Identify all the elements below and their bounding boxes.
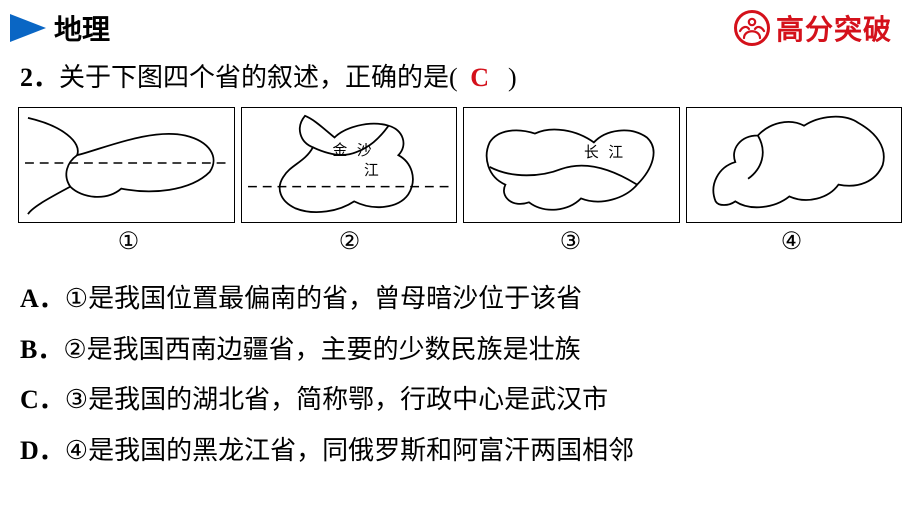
- option-letter: B．: [20, 335, 63, 364]
- option-b: B．②是我国西南边疆省，主要的少数民族是壮族: [20, 325, 900, 376]
- question-number: 2．: [20, 63, 59, 92]
- option-text: ②是我国西南边疆省，主要的少数民族是壮族: [63, 335, 580, 364]
- map-1: [18, 107, 235, 223]
- option-letter: C．: [20, 385, 65, 414]
- paren-right: ): [508, 63, 517, 92]
- option-d: D．④是我国的黑龙江省，同俄罗斯和阿富汗两国相邻: [20, 426, 900, 477]
- map2-river-label: 金 沙: [332, 142, 374, 159]
- label-2: ②: [239, 227, 460, 256]
- svg-text:江: 江: [363, 162, 381, 179]
- maps-container: 金 沙 江 长 江 ① ② ③ ④: [18, 107, 902, 256]
- map-labels: ① ② ③ ④: [18, 227, 902, 256]
- brand-text: 高分突破: [776, 8, 892, 48]
- page-header: 地理 高分突破: [0, 0, 920, 52]
- option-a: A．①是我国位置最偏南的省，曾母暗沙位于该省: [20, 274, 900, 325]
- maps-row: 金 沙 江 长 江: [18, 107, 902, 223]
- map-2: 金 沙 江: [241, 107, 458, 223]
- map-3: 长 江: [463, 107, 680, 223]
- brand: 高分突破: [734, 8, 892, 48]
- option-text: ①是我国位置最偏南的省，曾母暗沙位于该省: [65, 284, 582, 313]
- question-stem: 2．关于下图四个省的叙述，正确的是( C ): [0, 52, 920, 97]
- chevron-icon: [10, 14, 46, 42]
- map3-river-label: 长 江: [584, 144, 626, 161]
- paren-left: (: [449, 63, 458, 92]
- map-4: [686, 107, 903, 223]
- label-3: ③: [460, 227, 681, 256]
- answer-letter: C: [464, 63, 495, 92]
- option-c: C．③是我国的湖北省，简称鄂，行政中心是武汉市: [20, 375, 900, 426]
- option-letter: A．: [20, 284, 65, 313]
- label-1: ①: [18, 227, 239, 256]
- option-letter: D．: [20, 436, 65, 465]
- question-text: 关于下图四个省的叙述，正确的是: [59, 63, 449, 92]
- options-list: A．①是我国位置最偏南的省，曾母暗沙位于该省 B．②是我国西南边疆省，主要的少数…: [0, 262, 920, 477]
- header-left: 地理: [10, 8, 110, 48]
- option-text: ③是我国的湖北省，简称鄂，行政中心是武汉市: [65, 385, 608, 414]
- brand-icon: [734, 10, 770, 46]
- subject-title: 地理: [54, 8, 110, 48]
- option-text: ④是我国的黑龙江省，同俄罗斯和阿富汗两国相邻: [65, 436, 634, 465]
- label-4: ④: [681, 227, 902, 256]
